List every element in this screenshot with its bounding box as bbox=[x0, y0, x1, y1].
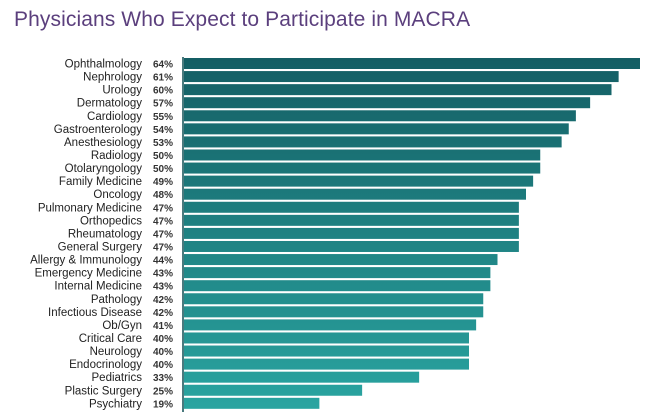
bar bbox=[184, 293, 484, 305]
value-label: 55% bbox=[153, 112, 173, 123]
category-label: General Surgery bbox=[58, 241, 143, 253]
bar bbox=[184, 306, 484, 318]
bar bbox=[184, 162, 541, 174]
category-label: Pathology bbox=[91, 294, 142, 306]
bar bbox=[184, 123, 569, 135]
bar bbox=[184, 319, 477, 331]
value-label: 48% bbox=[153, 190, 173, 201]
value-label: 47% bbox=[153, 203, 173, 214]
bar bbox=[184, 201, 519, 213]
bar bbox=[184, 371, 420, 383]
bar bbox=[184, 188, 526, 200]
bar bbox=[184, 149, 541, 161]
chart-title: Physicians Who Expect to Participate in … bbox=[14, 8, 471, 31]
bar bbox=[184, 397, 320, 409]
bar bbox=[184, 384, 363, 396]
category-label: Rheumatology bbox=[68, 228, 142, 240]
value-label: 47% bbox=[153, 216, 173, 227]
bars-group bbox=[184, 58, 640, 409]
bar bbox=[184, 71, 619, 83]
category-label: Neurology bbox=[90, 346, 143, 358]
value-label: 43% bbox=[153, 282, 173, 293]
category-label: Radiology bbox=[91, 150, 142, 162]
value-label: 64% bbox=[153, 60, 173, 71]
value-label: 25% bbox=[153, 386, 173, 397]
value-label: 40% bbox=[153, 334, 173, 345]
bar bbox=[184, 84, 612, 96]
category-label: Cardiology bbox=[87, 111, 142, 123]
category-label: Family Medicine bbox=[59, 176, 142, 188]
category-label: Nephrology bbox=[83, 72, 142, 84]
bar bbox=[184, 240, 519, 252]
category-label: Pulmonary Medicine bbox=[38, 202, 142, 214]
category-label: Allergy & Immunology bbox=[30, 255, 142, 267]
value-label: 47% bbox=[153, 229, 173, 240]
bar bbox=[184, 332, 469, 344]
category-label: Endocrinology bbox=[69, 359, 142, 371]
value-label: 57% bbox=[153, 99, 173, 110]
bar bbox=[184, 254, 498, 266]
bar bbox=[184, 345, 469, 357]
category-label: Pediatrics bbox=[92, 372, 143, 384]
category-label: Dermatology bbox=[77, 98, 142, 110]
value-label: 53% bbox=[153, 138, 173, 149]
category-label: Urology bbox=[102, 85, 142, 97]
bar bbox=[184, 227, 519, 239]
category-label: Ob/Gyn bbox=[102, 320, 142, 332]
bar bbox=[184, 58, 640, 69]
category-label: Orthopedics bbox=[80, 215, 142, 227]
bar bbox=[184, 280, 491, 292]
bar bbox=[184, 214, 519, 226]
category-label: Anesthesiology bbox=[64, 137, 142, 149]
bar bbox=[184, 358, 469, 370]
value-label: 42% bbox=[153, 308, 173, 319]
value-label: 47% bbox=[153, 242, 173, 253]
value-label: 41% bbox=[153, 321, 173, 332]
category-label: Otolaryngology bbox=[65, 163, 143, 175]
value-label: 42% bbox=[153, 295, 173, 306]
bar bbox=[184, 110, 576, 122]
category-label: Infectious Disease bbox=[48, 307, 142, 319]
category-label: Critical Care bbox=[79, 333, 142, 345]
labels-group: Ophthalmology 64% Nephrology 61% Urology 60% D… bbox=[30, 59, 173, 411]
value-label: 19% bbox=[153, 399, 173, 410]
value-label: 50% bbox=[153, 164, 173, 175]
category-label: Internal Medicine bbox=[54, 281, 142, 293]
value-label: 33% bbox=[153, 373, 173, 384]
value-label: 43% bbox=[153, 269, 173, 280]
value-label: 49% bbox=[153, 177, 173, 188]
category-label: Gastroenterology bbox=[54, 124, 142, 136]
bar bbox=[184, 175, 534, 187]
value-label: 40% bbox=[153, 360, 173, 371]
category-label: Plastic Surgery bbox=[65, 385, 143, 397]
bar bbox=[184, 136, 562, 148]
category-label: Ophthalmology bbox=[65, 59, 143, 71]
value-label: 61% bbox=[153, 73, 173, 84]
value-label: 60% bbox=[153, 86, 173, 97]
bar bbox=[184, 97, 591, 109]
category-label: Oncology bbox=[93, 189, 142, 201]
category-label: Emergency Medicine bbox=[35, 268, 142, 280]
bar bbox=[184, 267, 491, 279]
value-label: 54% bbox=[153, 125, 173, 136]
value-label: 50% bbox=[153, 151, 173, 162]
value-label: 40% bbox=[153, 347, 173, 358]
category-label: Psychiatry bbox=[89, 398, 142, 410]
value-label: 44% bbox=[153, 256, 173, 267]
